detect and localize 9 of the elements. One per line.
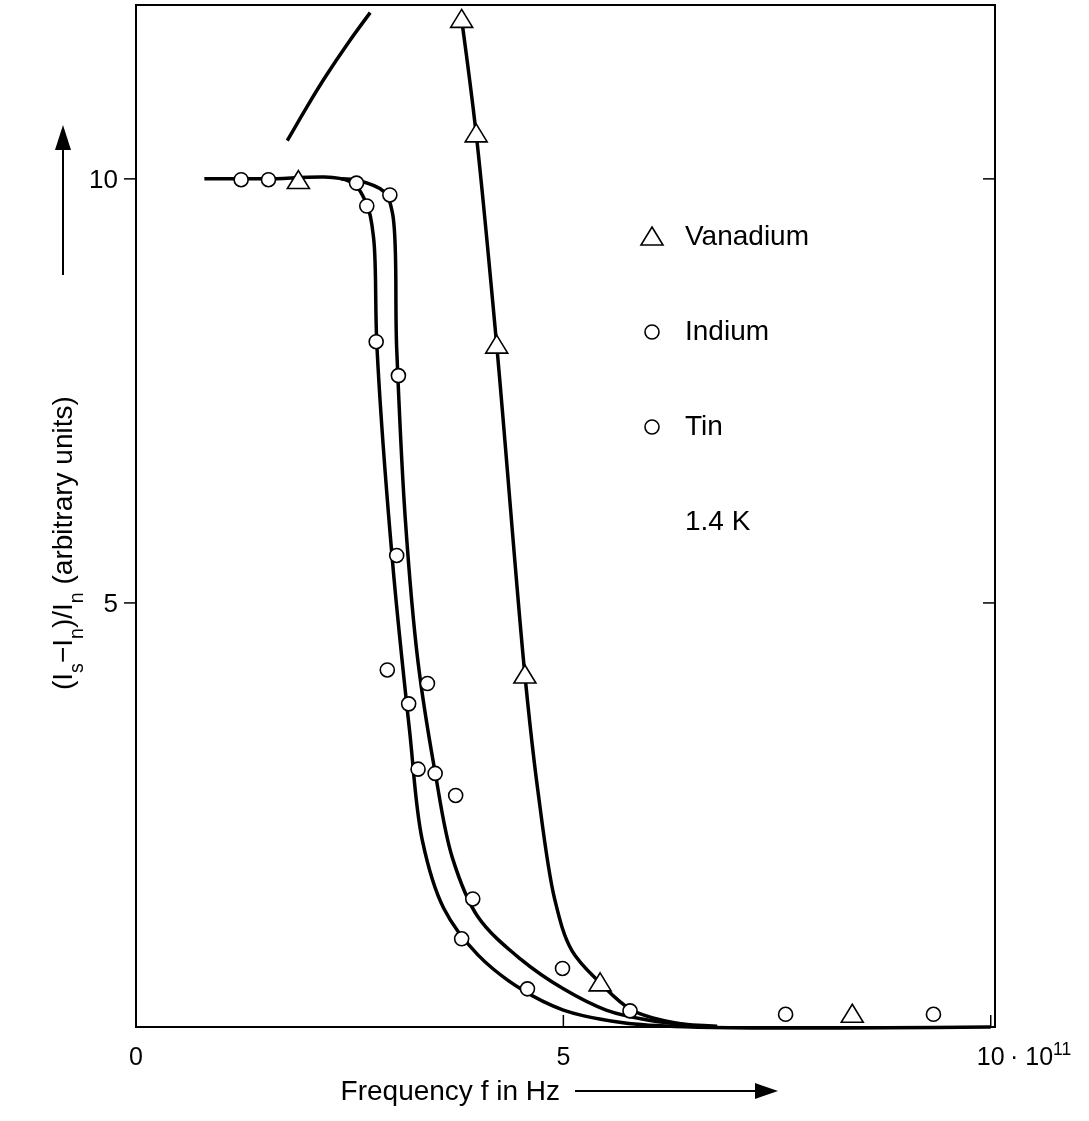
x-tick-label: 5	[556, 1042, 571, 1070]
x-tick-label: 10	[976, 1042, 1005, 1070]
text: · 10$^{11}$	[1010, 1039, 1072, 1070]
annotation: 1.4 K	[685, 505, 751, 536]
x-tick-label: 0	[129, 1042, 143, 1070]
legend-label: Tin	[685, 410, 723, 441]
legend-label: Indium	[685, 315, 770, 346]
x-axis-title: Frequency f in Hz	[340, 1075, 560, 1106]
legend-label: Vanadium	[685, 220, 810, 251]
